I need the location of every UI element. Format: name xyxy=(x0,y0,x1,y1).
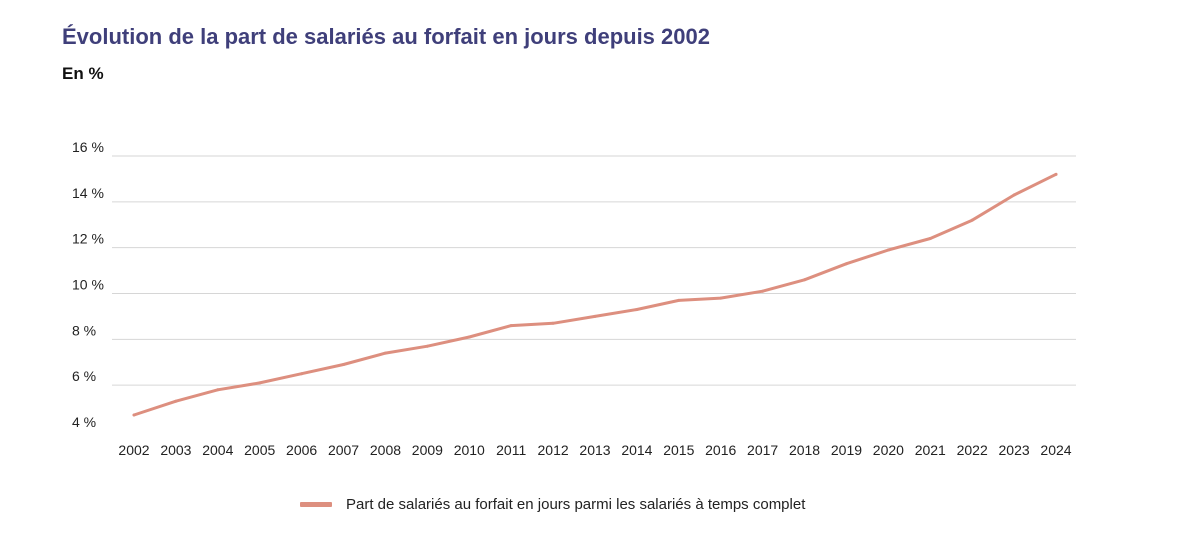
x-tick-label: 2015 xyxy=(663,442,694,458)
y-tick-label: 14 % xyxy=(72,185,104,201)
data-point xyxy=(886,248,890,252)
data-point xyxy=(551,321,555,325)
y-axis-tick-labels: 4 % 6 % 8 % 10 % 12 % 14 % 16 % xyxy=(72,139,104,430)
legend-label: Part de salariés au forfait en jours par… xyxy=(346,496,806,513)
x-tick-label: 2024 xyxy=(1040,442,1071,458)
x-axis-tick-labels: 2002 2003 2004 2005 2006 2007 2008 2009 2010 2011… xyxy=(118,442,1071,458)
data-point xyxy=(342,363,346,367)
data-point xyxy=(970,218,974,222)
x-tick-label: 2010 xyxy=(454,442,485,458)
x-tick-label: 2009 xyxy=(412,442,443,458)
data-point xyxy=(719,296,723,300)
x-tick-label: 2019 xyxy=(831,442,862,458)
x-tick-label: 2014 xyxy=(621,442,652,458)
data-point xyxy=(1012,193,1016,197)
chart-title: Évolution de la part de salariés au forf… xyxy=(62,24,710,49)
data-point xyxy=(425,344,429,348)
x-tick-label: 2003 xyxy=(160,442,191,458)
data-point xyxy=(635,308,639,312)
data-point xyxy=(132,413,136,417)
data-point xyxy=(677,298,681,302)
y-tick-label: 6 % xyxy=(72,368,96,384)
x-tick-label: 2005 xyxy=(244,442,275,458)
y-tick-label: 16 % xyxy=(72,139,104,155)
x-tick-label: 2011 xyxy=(496,442,526,458)
x-tick-label: 2008 xyxy=(370,442,401,458)
data-point xyxy=(1054,172,1058,176)
grid-lines xyxy=(112,155,1076,386)
x-tick-label: 2016 xyxy=(705,442,736,458)
data-point xyxy=(593,314,597,318)
x-tick-label: 2021 xyxy=(915,442,946,458)
y-tick-label: 8 % xyxy=(72,322,96,338)
x-tick-label: 2020 xyxy=(873,442,904,458)
data-point xyxy=(467,335,471,339)
data-point xyxy=(383,351,387,355)
chart-unit-label: En % xyxy=(62,64,104,83)
data-point xyxy=(174,399,178,403)
data-point xyxy=(509,324,513,328)
data-point xyxy=(216,388,220,392)
y-tick-label: 10 % xyxy=(72,277,104,293)
y-tick-label: 12 % xyxy=(72,231,104,247)
data-point xyxy=(928,237,932,240)
legend-swatch xyxy=(300,502,332,507)
data-point xyxy=(761,289,765,293)
series-group xyxy=(132,172,1058,417)
data-point xyxy=(300,372,304,376)
x-tick-label: 2002 xyxy=(118,442,149,458)
x-tick-label: 2006 xyxy=(286,442,317,458)
data-point xyxy=(258,381,262,385)
x-tick-label: 2022 xyxy=(957,442,988,458)
x-tick-label: 2012 xyxy=(538,442,569,458)
x-tick-label: 2007 xyxy=(328,442,359,458)
x-tick-label: 2018 xyxy=(789,442,820,458)
x-tick-label: 2023 xyxy=(999,442,1030,458)
data-point xyxy=(844,262,848,266)
data-point xyxy=(803,278,807,282)
series-line xyxy=(132,172,1058,417)
legend: Part de salariés au forfait en jours par… xyxy=(300,496,805,513)
x-tick-label: 2017 xyxy=(747,442,778,458)
y-tick-label: 4 % xyxy=(72,414,96,430)
x-tick-label: 2013 xyxy=(579,442,610,458)
x-tick-label: 2004 xyxy=(202,442,233,458)
